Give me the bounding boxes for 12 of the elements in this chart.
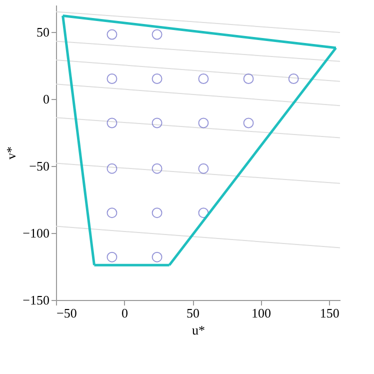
x-tick-label: 100 — [252, 306, 272, 320]
y-tick-label: 50 — [36, 24, 50, 40]
x-tick-label: 150 — [320, 306, 340, 320]
y-tick-label: −100 — [22, 225, 50, 240]
x-tick-label: 50 — [186, 306, 200, 320]
x-axis-title: u* — [192, 322, 205, 338]
y-tick-label: −150 — [22, 292, 50, 308]
y-axis-title: v* — [4, 146, 19, 160]
y-tick-label: −50 — [29, 158, 50, 174]
x-tick-label: 0 — [122, 306, 128, 320]
y-tick-label: 0 — [43, 91, 50, 106]
x-tick-label: −50 — [56, 306, 77, 320]
